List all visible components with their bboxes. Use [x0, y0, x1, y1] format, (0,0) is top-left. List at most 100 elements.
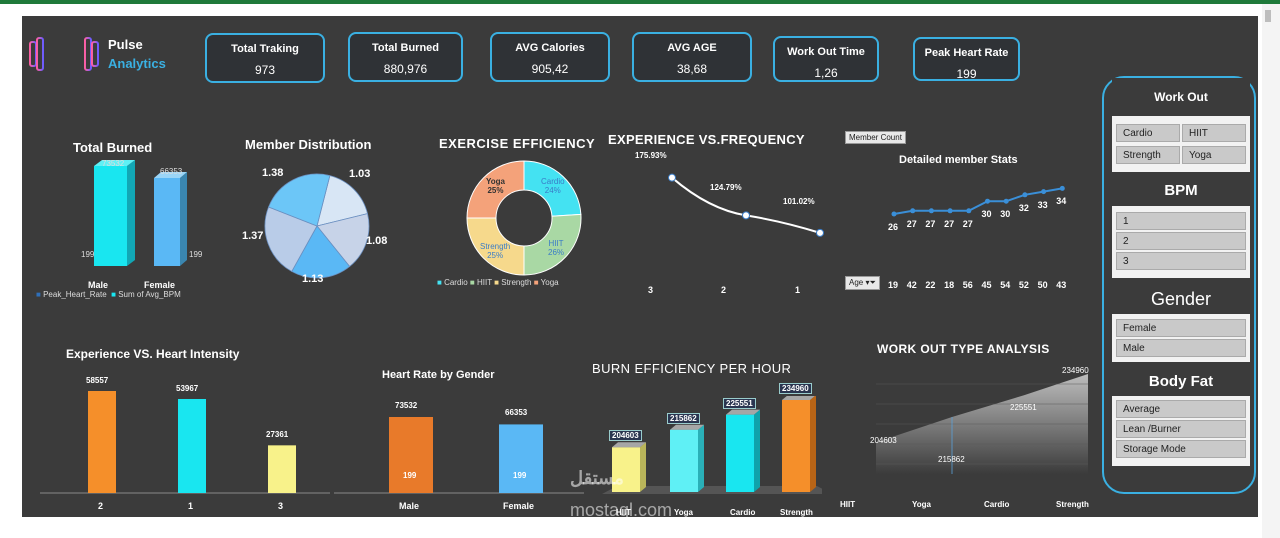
- burn-x-3: Cardio: [730, 508, 756, 517]
- legend-sum-avg-bpm: Sum of Avg_BPM: [118, 290, 181, 299]
- age-filter-tag[interactable]: Age ▾⏷: [845, 276, 880, 290]
- workout-value-4: 234960: [1062, 366, 1089, 375]
- workout-value-3: 225551: [1010, 403, 1037, 413]
- heart-intensity-x-1: 2: [98, 501, 104, 511]
- burn-x-4: Strength: [780, 508, 813, 517]
- slicer-item-bpm-2[interactable]: 2: [1116, 232, 1246, 250]
- kpi-value: 973: [254, 63, 276, 77]
- gender-rate-top-2: 66353: [505, 408, 528, 418]
- kpi-avg-age[interactable]: AVG AGE 38,68: [632, 32, 752, 82]
- member-stats-point-7: [1003, 198, 1009, 204]
- pie-label-3: 1.13: [302, 273, 324, 285]
- burn-x-1: HIIT: [616, 508, 632, 517]
- burn-x-2: Yoga: [674, 508, 693, 517]
- workout-x-1: HIIT: [840, 500, 856, 509]
- member-stats-value-4: 27: [944, 218, 955, 229]
- workout-type-title: WORK OUT TYPE ANALYSIS: [877, 342, 1050, 356]
- kpi-workout-time[interactable]: Work Out Time 1,26: [773, 36, 879, 82]
- bar-female-top: [154, 172, 187, 178]
- donut-segment-strength: [466, 217, 525, 276]
- heart-intensity-bar-2: [178, 398, 206, 493]
- exercise-efficiency-donut: [466, 160, 582, 276]
- member-stats-value-8: 32: [1018, 202, 1029, 213]
- heart-rate-gender-bars: [334, 417, 584, 494]
- gender-rate-bottom-2: 199: [513, 471, 527, 480]
- experience-heart-bars: [40, 391, 330, 494]
- logo: Pulse Analytics: [26, 34, 176, 74]
- slicer-item-yoga[interactable]: Yoga: [1182, 146, 1246, 164]
- bar-female: [154, 178, 180, 266]
- legend-marker-cyan: ■: [111, 290, 116, 299]
- freq-x-1: 3: [648, 285, 654, 295]
- slicer-item-female[interactable]: Female: [1116, 319, 1246, 337]
- slicer-item-lean-burner[interactable]: Lean /Burner: [1116, 420, 1246, 438]
- burn-bar-side-1: [640, 442, 646, 492]
- burn-efficiency-labels: 204603 HIIT 215862 Yoga 225551 Cardio 234960 St…: [582, 383, 822, 517]
- legend-marker-dark-blue: ■: [36, 290, 41, 299]
- kpi-value: 38,68: [676, 62, 708, 76]
- donut-cardio-name: Cardio: [541, 177, 565, 186]
- frequency-point-3: [816, 228, 824, 237]
- burn-bar-2: [670, 429, 698, 492]
- bar-male-right: [127, 160, 135, 266]
- slicer-item-male[interactable]: Male: [1116, 339, 1246, 357]
- kpi-peak-heart-rate[interactable]: Peak Heart Rate 199: [913, 37, 1020, 81]
- filter-icon: ▾⏷: [865, 278, 876, 287]
- kpi-total-tracking[interactable]: Total Traking 973: [205, 33, 325, 83]
- burn-bar-top-2: [670, 424, 704, 430]
- heart-intensity-x-2: 1: [188, 501, 194, 511]
- slicer-item-average[interactable]: Average: [1116, 400, 1246, 418]
- pie-label-4: 1.37: [242, 230, 264, 242]
- total-burned-male-top: 73532: [102, 159, 125, 168]
- age-tag-label: Age: [849, 278, 864, 287]
- legend-marker-strength: ■: [494, 278, 500, 287]
- kpi-value: 1,26: [814, 66, 838, 80]
- total-burned-title: Total Burned: [73, 140, 153, 155]
- slicer-bodyfat-title: Body Fat: [1112, 368, 1250, 396]
- legend-marker-yoga: ■: [533, 278, 539, 287]
- heart-intensity-x-3: 3: [278, 501, 284, 511]
- burn-value-4: 234960: [779, 383, 812, 394]
- slicer-item-storage-mode[interactable]: Storage Mode: [1116, 440, 1246, 458]
- total-burned-x-male: Male: [88, 280, 109, 290]
- legend-yoga: Yoga: [540, 278, 559, 287]
- member-stats-line: [891, 185, 1065, 217]
- member-count-tag[interactable]: Member Count: [845, 131, 906, 144]
- total-burned-male-bottom: 199: [81, 250, 95, 259]
- window-scrollbar[interactable]: [1262, 4, 1280, 538]
- pie-label-5: 1.38: [262, 167, 284, 179]
- kpi-avg-calories[interactable]: AVG Calories 905,42: [490, 32, 610, 82]
- kpi-label: AVG AGE: [667, 42, 717, 54]
- brand-line1: Pulse: [108, 37, 143, 52]
- member-stats-point-10: [1059, 185, 1065, 191]
- legend-peak-heart-rate: Peak_Heart_Rate: [43, 290, 107, 299]
- burn-bar-side-4: [810, 396, 816, 492]
- member-stats-point-5: [966, 208, 972, 214]
- donut-hiit-pct: 26%: [548, 248, 565, 257]
- slicer-item-hiit[interactable]: HIIT: [1182, 124, 1246, 142]
- heart-rate-gender-labels: 73532 199 Male 66353 199 Female: [334, 396, 584, 516]
- workout-type-labels: 204603 HIIT 215862 Yoga 225551 Cardio 234960 St…: [840, 366, 1098, 509]
- donut-yoga-name: Yoga: [486, 177, 505, 186]
- member-distribution-pie: [264, 173, 370, 279]
- legend-marker-hiit: ■: [469, 278, 475, 287]
- workout-value-1: 204603: [870, 436, 897, 446]
- burn-bar-1: [612, 447, 640, 492]
- slicer-item-bpm-3[interactable]: 3: [1116, 252, 1246, 270]
- slicer-bpm-title: BPM: [1112, 176, 1250, 206]
- heart-intensity-value-2: 53967: [176, 383, 199, 393]
- slicer-item-bpm-1[interactable]: 1: [1116, 212, 1246, 230]
- slicer-item-cardio[interactable]: Cardio: [1116, 124, 1180, 142]
- burn-bar-side-2: [698, 424, 704, 492]
- experience-frequency-line: [668, 173, 824, 237]
- slicer-item-strength[interactable]: Strength: [1116, 146, 1180, 164]
- member-stats-value-6: 30: [981, 209, 992, 220]
- heart-intensity-bar-3: [268, 445, 296, 493]
- member-stats-title: Detailed member Stats: [899, 154, 1018, 166]
- gender-rate-bottom-1: 199: [403, 471, 417, 480]
- kpi-total-burned[interactable]: Total Burned 880,976: [348, 32, 463, 82]
- donut-label-yoga: Yoga 25%: [486, 177, 505, 195]
- member-stats-value-2: 27: [906, 218, 917, 229]
- frequency-point-2: [742, 211, 750, 220]
- donut-label-hiit: HIIT 26%: [548, 239, 564, 257]
